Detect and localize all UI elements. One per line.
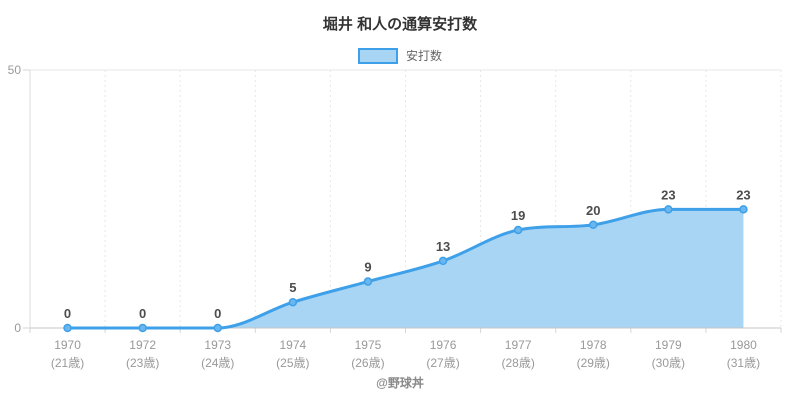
data-point-1975[interactable]: [363, 277, 373, 286]
x-tick-label-year: 1980: [730, 338, 757, 352]
value-label: 13: [436, 239, 450, 254]
data-point-1980[interactable]: [739, 205, 748, 214]
value-label: 23: [661, 187, 675, 202]
data-point-1972[interactable]: [138, 323, 147, 333]
value-label: 19: [511, 208, 525, 223]
x-tick-label-age: (23歳): [126, 356, 159, 370]
legend-swatch: [357, 47, 398, 64]
data-point-1979[interactable]: [664, 205, 673, 214]
x-tick-label-year: 1977: [505, 338, 532, 352]
value-label: 5: [289, 280, 296, 295]
x-tick-label-year: 1973: [204, 338, 231, 352]
data-point-1977[interactable]: [513, 225, 523, 235]
x-tick-label-year: 1975: [355, 338, 382, 352]
value-label: 0: [214, 306, 221, 321]
x-tick-label-year: 1976: [430, 338, 457, 352]
x-tick-label-age: (31歳): [727, 356, 760, 370]
x-tick-label-age: (27歳): [426, 356, 459, 370]
x-tick-label-year: 1978: [580, 338, 607, 352]
x-tick-label-age: (25歳): [276, 356, 309, 370]
legend-label: 安打数: [405, 49, 442, 63]
value-label: 23: [736, 187, 750, 202]
x-tick-label-age: (29歳): [577, 356, 610, 370]
value-label: 0: [139, 306, 146, 321]
y-tick-label: 50: [8, 63, 22, 77]
x-tick-label-year: 1970: [54, 338, 81, 352]
x-tick-label-year: 1979: [655, 338, 682, 352]
x-tick-label-age: (24歳): [201, 356, 234, 370]
line-series: [66, 207, 745, 330]
data-point-1976[interactable]: [438, 256, 448, 266]
y-tick-label: 0: [14, 321, 21, 335]
value-label: 9: [364, 260, 371, 275]
data-point-1973[interactable]: [213, 323, 222, 333]
x-tick-label-year: 1974: [279, 338, 306, 352]
value-label: 20: [586, 203, 600, 218]
value-label: 0: [64, 306, 71, 321]
x-tick-label-age: (30歳): [652, 356, 685, 370]
data-point-1974[interactable]: [288, 297, 298, 307]
chart-title: 堀井 和人の通算安打数: [322, 16, 478, 33]
x-tick-label-year: 1972: [129, 338, 156, 352]
x-tick-label-age: (21歳): [51, 356, 84, 370]
area-fill: [67, 209, 744, 328]
legend[interactable]: 安打数: [0, 47, 800, 64]
credit-watermark: @野球丼: [376, 376, 424, 390]
x-tick-label-age: (28歳): [501, 356, 534, 370]
data-point-1978[interactable]: [589, 220, 598, 230]
x-tick-label-age: (26歳): [351, 356, 384, 370]
data-point-1970[interactable]: [63, 323, 72, 333]
